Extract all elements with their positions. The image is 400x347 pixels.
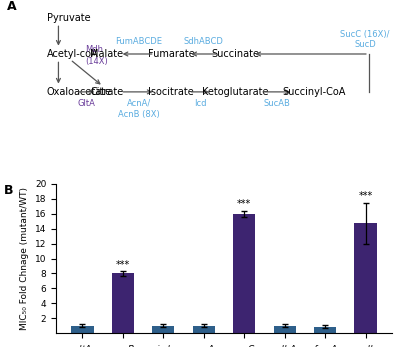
Text: Acetyl-coA: Acetyl-coA xyxy=(47,49,98,59)
Text: SucD: SucD xyxy=(354,41,376,50)
Text: Oxaloacetate: Oxaloacetate xyxy=(47,87,112,97)
Text: Isocitrate: Isocitrate xyxy=(148,87,194,97)
Bar xyxy=(314,327,336,333)
Text: ***: *** xyxy=(116,260,130,270)
Text: FumABCDE: FumABCDE xyxy=(116,37,162,46)
Bar xyxy=(193,325,215,333)
Bar xyxy=(233,214,255,333)
Text: Succinate: Succinate xyxy=(211,49,259,59)
Bar xyxy=(112,273,134,333)
Text: Ketoglutarate: Ketoglutarate xyxy=(202,87,268,97)
Text: Succinyl-CoA: Succinyl-CoA xyxy=(283,87,346,97)
Text: ***: *** xyxy=(358,191,373,201)
Text: SucAB: SucAB xyxy=(263,99,290,108)
Bar xyxy=(274,325,296,333)
Bar xyxy=(354,223,377,333)
Bar xyxy=(71,325,94,333)
Text: AcnB (8X): AcnB (8X) xyxy=(118,110,160,119)
Text: Fumarate: Fumarate xyxy=(148,49,194,59)
Text: SdhABCD: SdhABCD xyxy=(183,37,223,46)
Text: ***: *** xyxy=(237,199,251,209)
Text: Icd: Icd xyxy=(194,99,206,108)
Text: Pyruvate: Pyruvate xyxy=(47,13,90,23)
Text: Malate: Malate xyxy=(90,49,124,59)
Y-axis label: MIC₅₀ Fold Chnage (mutant/WT): MIC₅₀ Fold Chnage (mutant/WT) xyxy=(20,187,29,330)
Text: Citrate: Citrate xyxy=(90,87,124,97)
Text: B: B xyxy=(4,184,14,197)
Text: GltA: GltA xyxy=(78,99,96,108)
Text: SucC (16X)/: SucC (16X)/ xyxy=(340,29,390,39)
Text: (14X): (14X) xyxy=(86,58,108,66)
Text: A: A xyxy=(7,0,17,13)
Bar xyxy=(152,325,174,333)
Text: Mdh: Mdh xyxy=(86,45,104,54)
Text: AcnA/: AcnA/ xyxy=(127,99,151,108)
